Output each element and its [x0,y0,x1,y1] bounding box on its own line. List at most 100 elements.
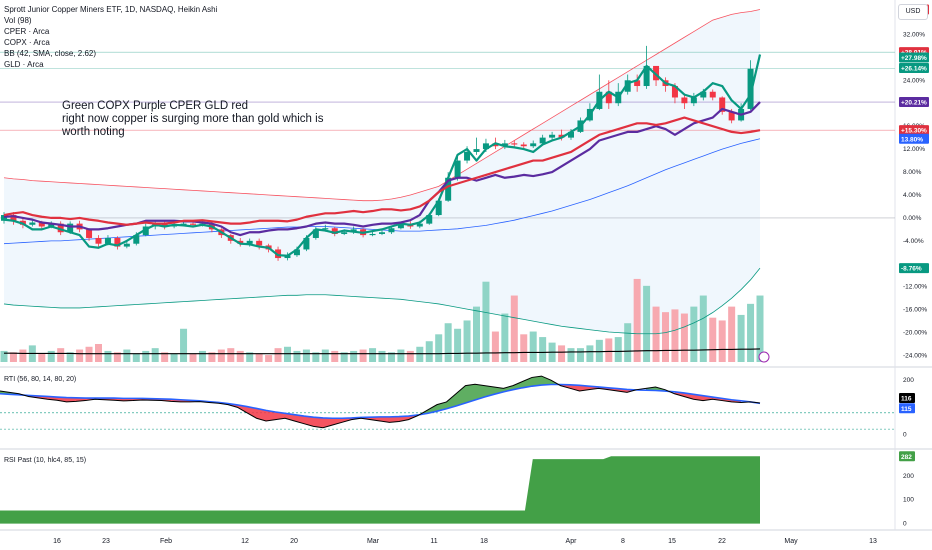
price-tick-label: 0.00% [903,215,922,222]
candle-body [190,223,196,225]
price-tag: +20.21% [899,97,929,108]
rti-fill [313,417,323,428]
candle-body [114,237,121,247]
candle-body [161,223,168,227]
candle-body [416,223,423,227]
candle-body [293,249,300,256]
price-tick-label: -16.00% [903,307,927,314]
legend-bb[interactable]: BB (42, SMA, close, 2.62) [4,49,97,58]
volume-bar [416,346,424,362]
price-tick-label: -20.00% [903,330,927,337]
candle-body [511,143,518,145]
volume-bar [293,350,301,362]
volume-bar [265,355,273,362]
rti-fill [266,410,276,421]
candle-body [643,65,650,87]
rti-fill [389,416,399,423]
volume-bar [444,323,452,362]
x-tick-label: 12 [241,538,249,545]
annotation-line-1: Green COPX Purple CPER GLD red [62,100,248,112]
candle-body [728,111,735,121]
candle-body [568,131,574,138]
rti-tag-bg [899,403,915,414]
legend-vol[interactable]: Vol (98) [4,16,32,25]
candle-body [1,215,7,221]
volume-bar [113,352,121,362]
legend-gld[interactable]: GLD · Arca [4,60,44,69]
candle-body [312,229,319,238]
price-tag: 13.80% [899,133,929,144]
candle-body [454,160,461,178]
volume-bar [624,323,632,362]
price-tag-text: +26.14% [901,66,927,73]
volume-bar [236,350,244,362]
candle-body [57,223,64,233]
candle-body [104,237,111,244]
price-tick-label: 12.00% [903,146,925,153]
volume-bar [595,339,603,362]
volume-bar [170,353,178,362]
candle-body [426,215,433,224]
volume-bar [9,352,17,362]
rti-pane-label[interactable]: RTI (56, 80, 14, 80, 20) [4,376,77,383]
candle-body [482,143,489,150]
text-annotation[interactable]: Green COPX Purple CPER GLD red right now… [62,100,323,139]
candle-body [605,91,612,104]
volume-bar [123,349,131,362]
candle-body [67,223,74,233]
volume-bar [359,349,367,362]
copx-line [3,54,762,257]
candle-body [369,233,376,236]
x-tick-label: 22 [718,538,726,545]
price-tick-label: -12.00% [903,284,927,291]
volume-bar [491,331,499,362]
candle-body [624,80,631,92]
rti-fill [66,397,76,402]
rti-tag: 115 [899,403,915,414]
rti-line [0,375,761,429]
rti-fill [399,416,409,422]
legend-cper[interactable]: CPER · Arca [4,27,50,36]
volume-bar [520,334,528,362]
rti-tag: 116 [899,393,915,404]
volume-bar [501,313,509,362]
candle-body [237,240,244,244]
candle-body [634,80,641,87]
volume-bar [605,338,613,362]
price-tag-text: +15.30% [901,128,927,135]
rsi-tick-label: 200 [903,473,914,480]
candle-body [681,97,688,104]
volume-bar [217,349,225,362]
volume-bar [652,306,660,362]
rti-fill [541,376,551,386]
candle-body [492,143,499,147]
rti-fill [332,418,342,426]
volume-bar [482,281,490,362]
candle-body [397,223,404,229]
price-tag-text: +27.98% [901,55,927,62]
candle-body [709,91,716,98]
x-tick-label: 23 [102,538,110,545]
currency-button[interactable]: USD [898,4,928,20]
volume-bar [473,306,480,362]
volume-bar [680,313,688,362]
price-tag-bg [899,263,929,274]
candle-body [86,229,93,238]
rti-tag-text: 115 [901,406,912,413]
volume-bar [369,348,377,362]
rti-fill [304,416,314,427]
x-tick-label: Apr [566,538,578,545]
rti-fill [522,377,532,388]
volume-bar [671,309,679,362]
rsi-pane-label[interactable]: RSI Past (10, hlc4, 85, 15) [4,457,87,464]
volume-bar [284,346,291,362]
price-tag-bg [899,63,929,74]
x-tick-label: 16 [53,538,61,545]
rsi-past-area [0,456,760,524]
candle-body [747,68,754,109]
legend-copx[interactable]: COPX · Arca [4,38,50,47]
candle-body [539,137,546,144]
volume-bar [586,345,594,362]
candle-body [246,240,253,244]
volume-bar [614,337,622,362]
